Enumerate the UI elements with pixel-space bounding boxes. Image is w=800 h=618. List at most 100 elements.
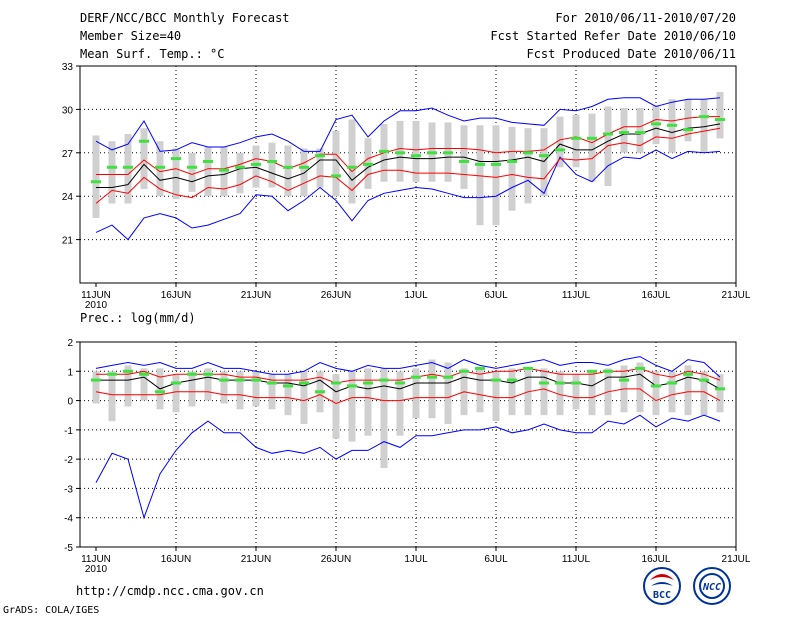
mean-marker [267, 381, 277, 385]
mean-marker [235, 165, 245, 169]
lower-percentile-line [95, 388, 721, 405]
mean-marker [219, 168, 229, 172]
mean-marker [539, 381, 549, 385]
spread-box [444, 362, 452, 424]
spread-box [108, 141, 116, 204]
y-tick-label: 1 [67, 367, 73, 378]
x-tick-label: 1JUL [404, 554, 428, 565]
mean-marker [667, 123, 677, 127]
y-tick-label: -1 [64, 426, 73, 437]
x-tick-label: 26JUN [321, 290, 352, 301]
spread-box [476, 368, 484, 413]
x-tick-label: 11JUL [562, 290, 591, 301]
mean-marker [267, 159, 277, 163]
y-tick-label: 0 [67, 397, 73, 408]
x-tick-label: 16JUN [161, 554, 192, 565]
spread-box [492, 125, 500, 226]
spread-box [268, 142, 276, 188]
mean-marker [91, 180, 101, 184]
mean-marker [539, 154, 549, 158]
x-tick-label: 11JUN [81, 554, 111, 565]
mean-marker [299, 381, 309, 385]
mean-marker [171, 381, 181, 385]
member-size-label: Member Size=40 [80, 29, 181, 43]
spread-box [252, 145, 260, 188]
x-tick-label: 6JUL [484, 554, 508, 565]
mean-marker [411, 154, 421, 158]
mean-marker [395, 151, 405, 155]
mean-marker [283, 384, 293, 388]
x-tick-label: 21JUN [241, 290, 272, 301]
bcc-logo: BCC [643, 567, 681, 605]
mean-marker [443, 151, 453, 155]
spread-box [236, 152, 244, 194]
spread-box [188, 371, 196, 407]
spread-box [716, 92, 724, 139]
mean-marker [523, 366, 533, 370]
spread-box [332, 131, 340, 197]
x-tick-label: 16JUL [642, 554, 671, 565]
median-line [96, 123, 721, 188]
y-tick-label: 24 [62, 192, 74, 203]
mean-marker [523, 151, 533, 155]
mean-marker [315, 154, 325, 158]
mean-marker [155, 165, 165, 169]
spread-box [396, 371, 404, 436]
y-tick-label: -3 [64, 484, 73, 495]
mean-marker [683, 128, 693, 132]
mean-marker [427, 375, 437, 379]
lower-percentile-line [95, 127, 721, 204]
mean-marker [667, 381, 677, 385]
x-tick-label: 11JUL [562, 554, 591, 565]
spread-box [412, 120, 420, 182]
mean-marker [203, 372, 213, 376]
temperature-panel: 21 24 27 30 33 11JUN 16JUN 21JUN 26JUN 1JUL 6JUL 11… [62, 62, 751, 311]
mean-marker [139, 139, 149, 143]
spread-box [92, 371, 100, 404]
x-tick-label: 26JUN [321, 554, 352, 565]
spread-box [572, 374, 580, 410]
ncc-logo: NCC [693, 567, 731, 605]
spread-box [172, 374, 180, 413]
mean-marker [603, 132, 613, 136]
mean-marker [507, 378, 517, 382]
ncc-logo-text: NCC [702, 582, 721, 593]
forecast-period: For 2010/06/11-2010/07/20 [555, 11, 736, 25]
y-tick-label: 2 [67, 338, 73, 349]
spread-box [92, 135, 100, 218]
spread-box [332, 374, 340, 439]
spread-box [172, 148, 180, 200]
grads-credit: GrADS: COLA/IGES [3, 605, 99, 616]
spread-box [604, 106, 612, 187]
mean-marker [459, 369, 469, 373]
spread-box [588, 113, 596, 182]
year-label: 2010 [85, 564, 108, 575]
spread-box [204, 368, 212, 401]
ensemble-max-line [95, 414, 721, 520]
mean-marker [315, 390, 325, 394]
spread-box [572, 115, 580, 168]
x-tick-label: 16JUN [161, 290, 192, 301]
spread-box [236, 371, 244, 410]
x-tick-label: 21JUL [722, 554, 751, 565]
plot-frame [79, 65, 737, 284]
y-tick-label: 27 [62, 149, 74, 160]
spread-box [668, 371, 676, 413]
x-tick-label: 1JUL [404, 290, 428, 301]
spread-box [316, 148, 324, 188]
mean-marker [699, 115, 709, 119]
precipitation-variable-label: Prec.: log(mm/d) [80, 311, 196, 325]
spread-box [492, 371, 500, 422]
mean-marker [555, 381, 565, 385]
mean-marker [379, 378, 389, 382]
x-tick-label: 6JUL [484, 290, 508, 301]
upper-percentile-line [96, 367, 721, 384]
spread-box [300, 148, 308, 197]
x-tick-label: 11JUN [81, 290, 111, 301]
mean-marker [299, 165, 309, 169]
spread-box [412, 368, 420, 419]
spread-box [588, 371, 596, 416]
forecast-start-date: Fcst Started Refer Date 2010/06/10 [490, 29, 736, 43]
x-tick-label: 21JUN [241, 554, 272, 565]
